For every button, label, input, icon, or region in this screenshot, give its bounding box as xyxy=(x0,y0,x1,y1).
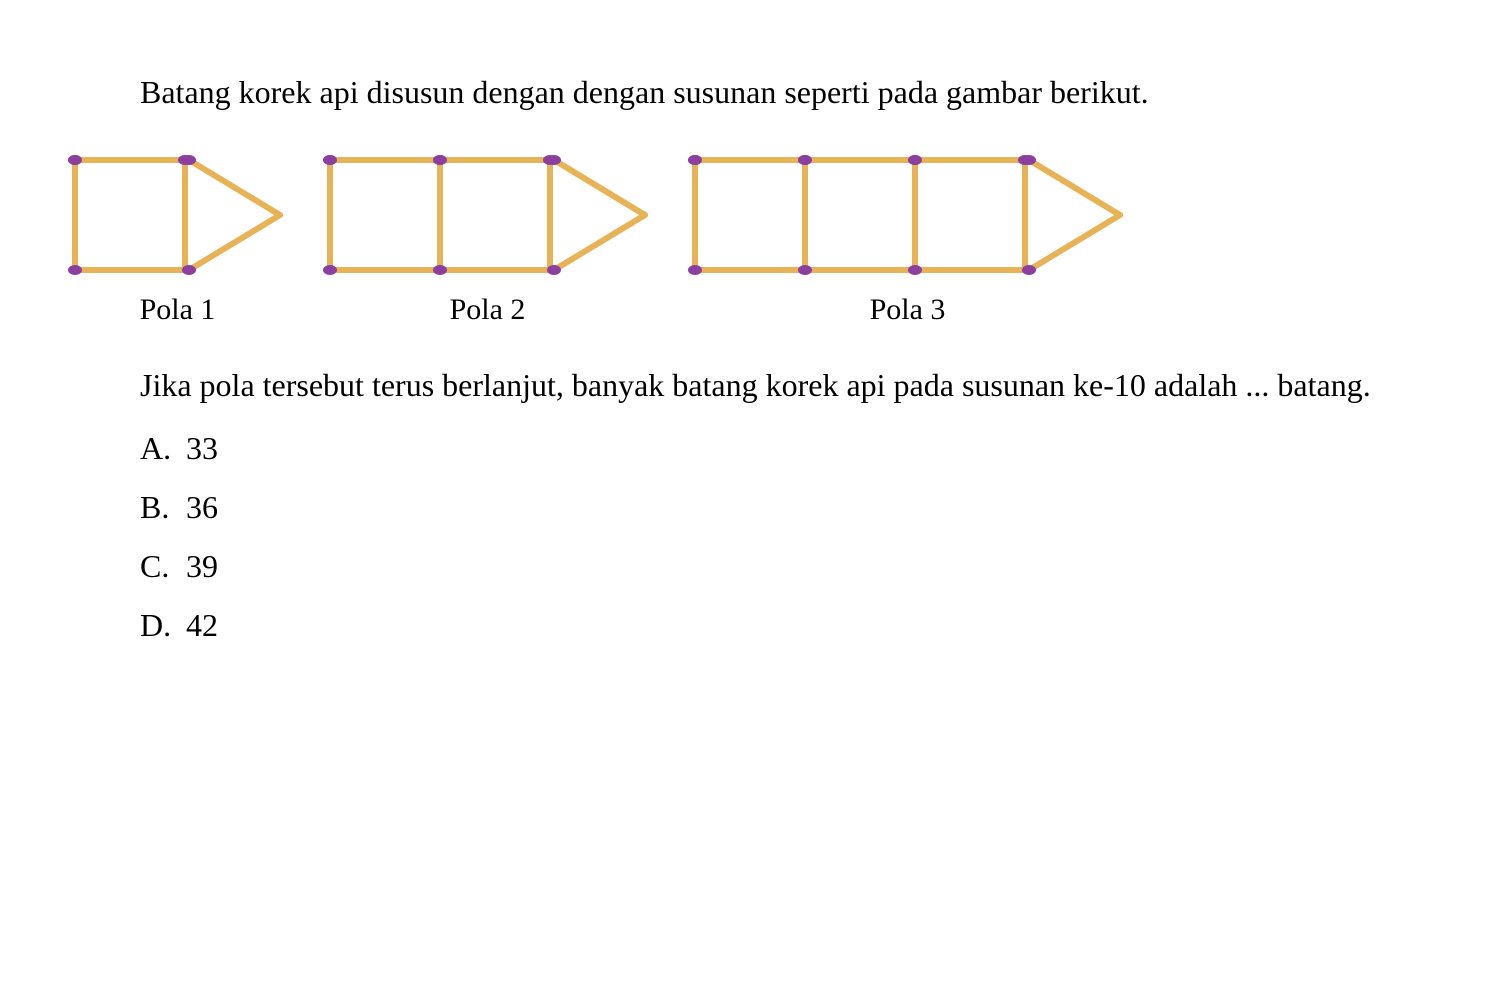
option-letter: C. xyxy=(140,548,186,585)
patterns-container: Pola 1 Pola 2 Pola 3 xyxy=(60,145,1400,327)
option-letter: A. xyxy=(140,430,186,467)
option-c: C.39 xyxy=(140,548,1400,585)
option-value: 36 xyxy=(186,489,218,526)
option-value: 42 xyxy=(186,607,218,644)
pattern-2: Pola 2 xyxy=(315,145,660,327)
options-list: A.33B.36C.39D.42 xyxy=(140,430,1400,644)
option-a: A.33 xyxy=(140,430,1400,467)
option-value: 39 xyxy=(186,548,218,585)
option-b: B.36 xyxy=(140,489,1400,526)
question-intro: Batang korek api disusun dengan dengan s… xyxy=(140,70,1400,115)
option-value: 33 xyxy=(186,430,218,467)
pattern-label: Pola 2 xyxy=(450,293,526,327)
pattern-1: Pola 1 xyxy=(60,145,295,327)
pattern-3: Pola 3 xyxy=(680,145,1135,327)
pattern-label: Pola 1 xyxy=(140,293,216,327)
option-letter: B. xyxy=(140,489,186,526)
option-letter: D. xyxy=(140,607,186,644)
question-followup: Jika pola tersebut terus berlanjut, bany… xyxy=(140,362,1400,408)
pattern-label: Pola 3 xyxy=(870,293,946,327)
option-d: D.42 xyxy=(140,607,1400,644)
